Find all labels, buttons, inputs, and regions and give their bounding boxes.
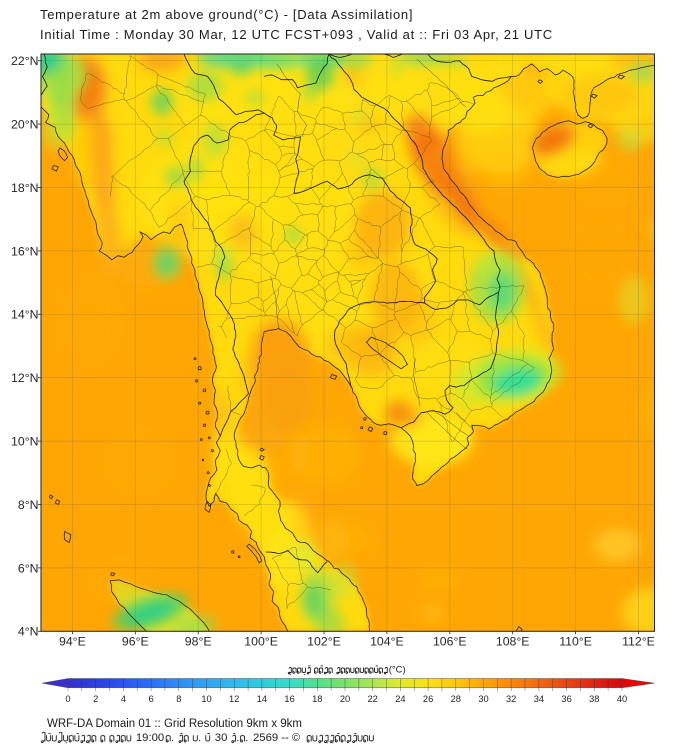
svg-text:32: 32 <box>506 694 516 704</box>
svg-text:16°N: 16°N <box>11 244 38 258</box>
svg-text:10: 10 <box>201 694 211 704</box>
svg-text:12: 12 <box>229 694 239 704</box>
svg-text:30: 30 <box>478 694 488 704</box>
svg-text:18°N: 18°N <box>11 181 38 195</box>
svg-text:110°E: 110°E <box>559 635 592 649</box>
svg-text:10°N: 10°N <box>11 435 38 449</box>
svg-text:4: 4 <box>121 694 126 704</box>
svg-text:30: 30 <box>215 732 228 744</box>
svg-text:12°N: 12°N <box>11 371 38 385</box>
svg-text:20°N: 20°N <box>11 118 38 132</box>
svg-text:18: 18 <box>312 694 322 704</box>
svg-text:24: 24 <box>395 694 405 704</box>
svg-text:16: 16 <box>284 694 294 704</box>
svg-text:96°E: 96°E <box>122 635 149 649</box>
svg-text:106°E: 106°E <box>433 635 467 649</box>
svg-text:102°E: 102°E <box>307 635 341 649</box>
svg-text:22: 22 <box>368 694 378 704</box>
svg-text:2: 2 <box>93 694 98 704</box>
svg-text:6: 6 <box>149 694 154 704</box>
svg-text:108°E: 108°E <box>496 635 530 649</box>
svg-text:98°E: 98°E <box>185 635 212 649</box>
svg-text:14: 14 <box>257 694 267 704</box>
svg-text:8: 8 <box>176 694 181 704</box>
svg-text:22°N: 22°N <box>11 54 38 68</box>
svg-text:26: 26 <box>423 694 433 704</box>
svg-text:4°N: 4°N <box>18 625 39 639</box>
svg-text:28: 28 <box>451 694 461 704</box>
svg-text:WRF-DA Domain 01 :: Grid Resol: WRF-DA Domain 01 :: Grid Resolution 9km … <box>47 718 302 730</box>
svg-text:0: 0 <box>65 694 70 704</box>
svg-text:34: 34 <box>534 694 544 704</box>
svg-text:Temperature at 2m above ground: Temperature at 2m above ground(°C) - [Da… <box>40 7 413 22</box>
svg-text:(°C): (°C) <box>389 665 406 676</box>
svg-text:38: 38 <box>589 694 599 704</box>
svg-text:40: 40 <box>617 694 627 704</box>
svg-text:8°N: 8°N <box>18 498 39 512</box>
svg-text:112°E: 112°E <box>622 635 655 649</box>
svg-text:36: 36 <box>561 694 571 704</box>
svg-text:94°E: 94°E <box>59 635 86 649</box>
svg-text:2569 -- ©: 2569 -- © <box>253 732 301 744</box>
svg-text:6°N: 6°N <box>18 561 39 575</box>
svg-text:20: 20 <box>340 694 350 704</box>
svg-text:19:00: 19:00 <box>136 732 164 744</box>
svg-text:100°E: 100°E <box>244 635 278 649</box>
svg-text:14°N: 14°N <box>11 308 38 322</box>
svg-text:104°E: 104°E <box>370 635 404 649</box>
svg-text:Initial Time : Monday 30 Mar,: Initial Time : Monday 30 Mar, 12 UTC FCS… <box>40 27 553 42</box>
